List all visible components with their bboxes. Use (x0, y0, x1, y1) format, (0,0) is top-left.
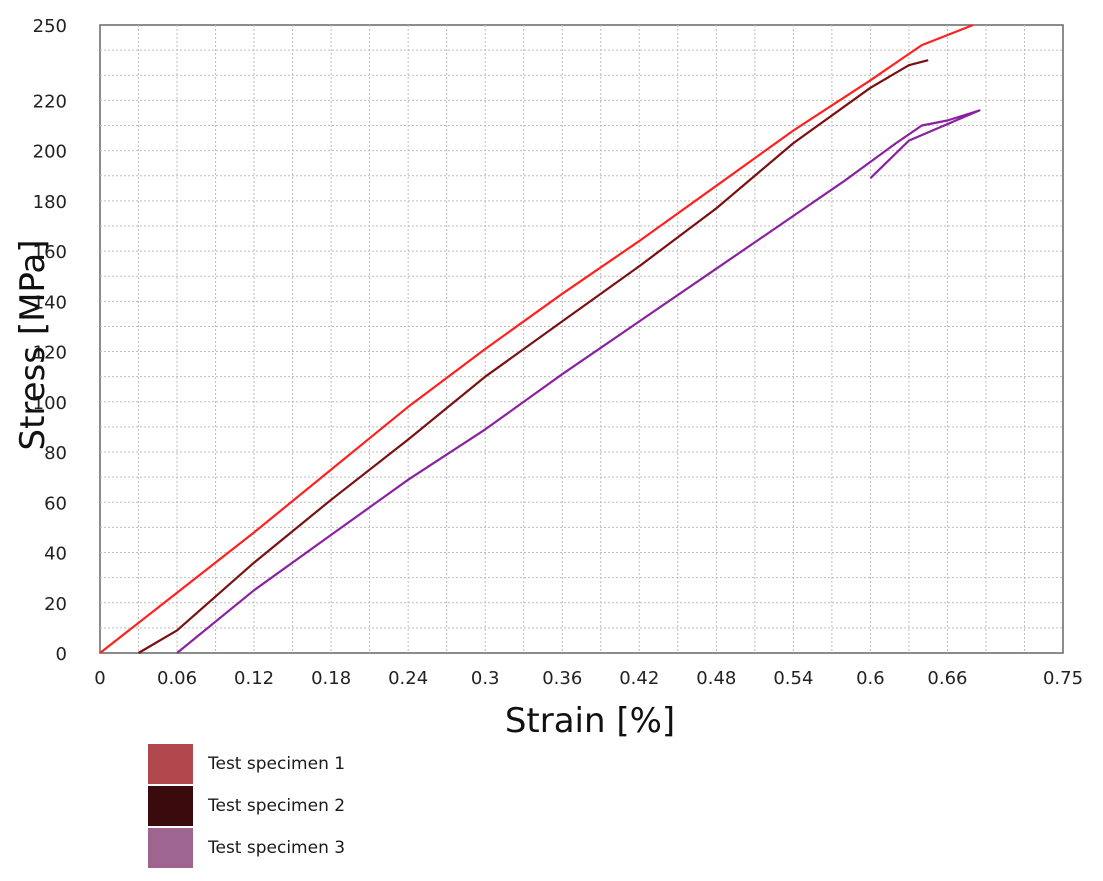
y-tick-label: 80 (44, 443, 67, 464)
y-tick-label: 140 (33, 292, 67, 313)
legend-swatch-specimen-1 (148, 744, 193, 784)
x-tick-label: 0.54 (773, 668, 813, 689)
x-tick-labels: 0 0.06 0.12 0.18 0.24 0.3 0.36 0.42 0.48 0.54 0.6 0… (94, 668, 1083, 689)
legend-swatch-specimen-2 (148, 786, 193, 826)
y-tick-label: 120 (33, 343, 67, 364)
plot-area (99, 24, 1064, 654)
legend-swatch-specimen-3 (148, 828, 193, 868)
series-line-specimen-1 (99, 23, 974, 654)
y-tick-labels: 0 20 40 60 80 100 120 140 160 180 200 220 250 (33, 16, 67, 665)
x-tick-label: 0.48 (696, 668, 736, 689)
x-axis-label: Strain [%] (505, 701, 675, 740)
legend-item-specimen-1: Test specimen 1 (148, 744, 345, 784)
y-tick-label: 60 (44, 493, 67, 514)
y-tick-label: 180 (33, 192, 67, 213)
series-line-specimen-2 (137, 59, 929, 654)
y-tick-label: 250 (33, 16, 67, 37)
legend-item-specimen-3: Test specimen 3 (148, 828, 345, 868)
x-tick-label: 0.3 (471, 668, 500, 689)
x-tick-label: 0.75 (1043, 668, 1083, 689)
x-tick-label: 0.6 (856, 668, 885, 689)
y-tick-label: 200 (33, 142, 67, 163)
series-layer (99, 23, 981, 654)
x-tick-label: 0.18 (311, 668, 351, 689)
series-line-specimen-3 (176, 109, 981, 654)
x-tick-label: 0.42 (619, 668, 659, 689)
x-tick-label: 0.36 (542, 668, 582, 689)
y-tick-label: 100 (33, 393, 67, 414)
legend: Test specimen 1 Test specimen 2 Test spe… (148, 744, 345, 870)
y-axis-label: Stress [MPa] (13, 240, 53, 451)
y-tick-label: 220 (33, 91, 67, 112)
x-tick-label: 0 (94, 668, 105, 689)
legend-label-specimen-3: Test specimen 3 (208, 838, 346, 858)
y-tick-label: 0 (56, 644, 67, 665)
legend-label-specimen-1: Test specimen 1 (208, 754, 346, 774)
y-tick-label: 20 (44, 594, 67, 615)
x-tick-label: 0.24 (388, 668, 428, 689)
stress-strain-chart: 0 0.06 0.12 0.18 0.24 0.3 0.36 0.42 0.48 0.54 0.6 0… (13, 16, 1083, 740)
x-tick-label: 0.66 (927, 668, 967, 689)
y-tick-label: 40 (44, 544, 67, 565)
y-tick-label: 160 (33, 242, 67, 263)
x-tick-label: 0.12 (234, 668, 274, 689)
legend-item-specimen-2: Test specimen 2 (148, 786, 345, 826)
legend-label-specimen-2: Test specimen 2 (208, 796, 346, 816)
grid-lines (100, 25, 1063, 653)
x-tick-label: 0.06 (157, 668, 197, 689)
